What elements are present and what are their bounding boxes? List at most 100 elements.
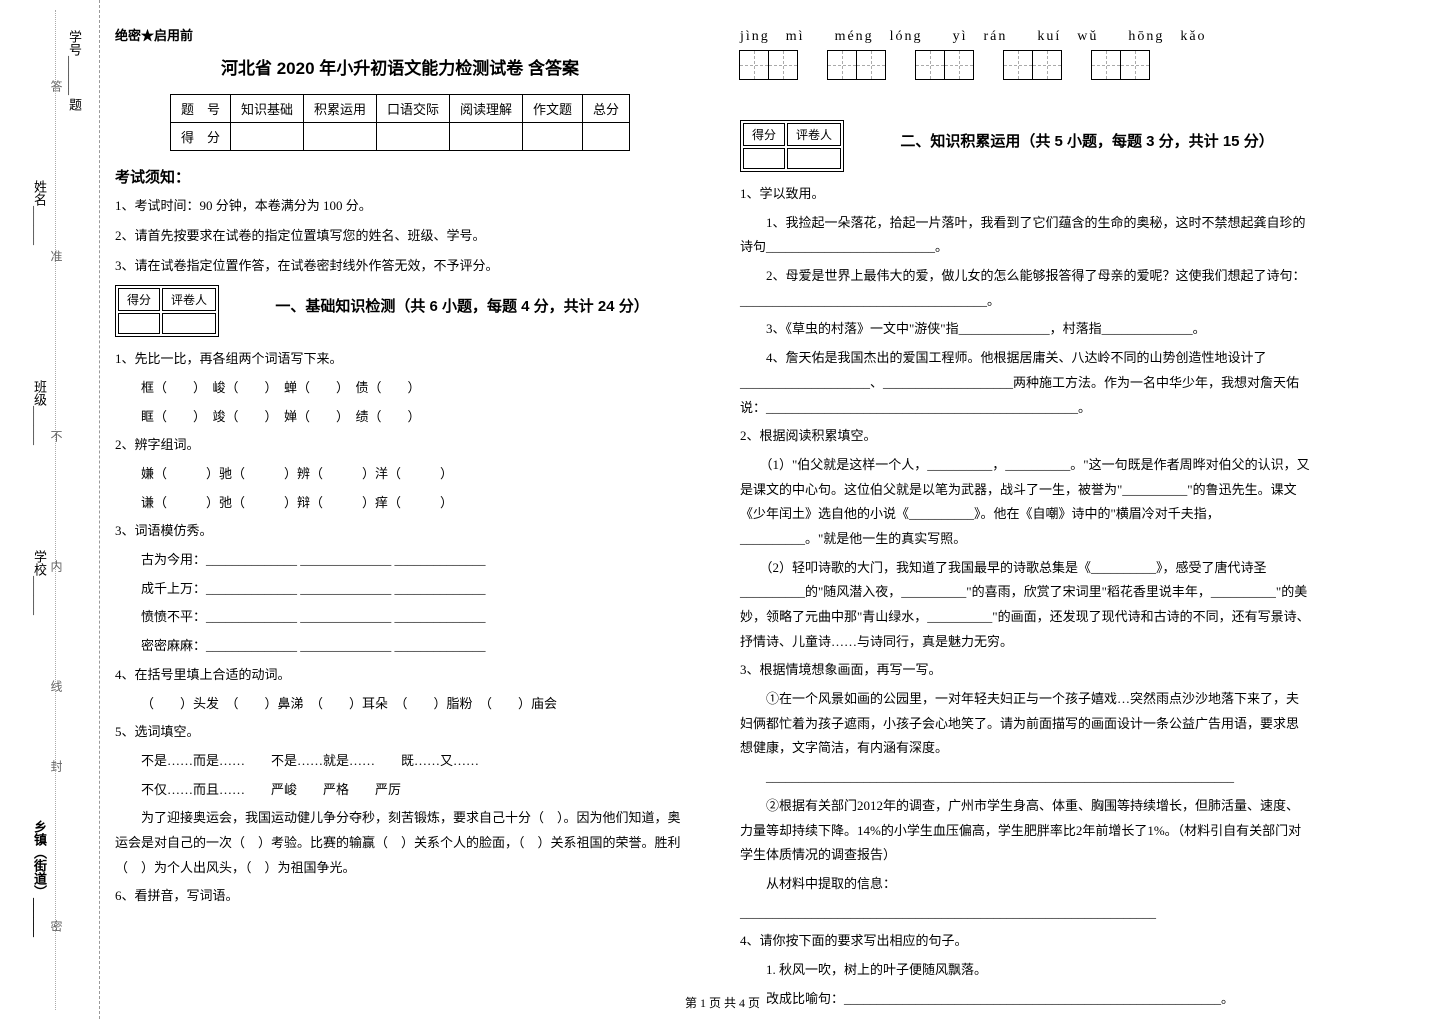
seal-word-2: 准 (48, 250, 65, 262)
s2-q2: 2、根据阅读积累填空。 (740, 424, 1310, 449)
q5-line: 不仅……而且…… 严峻 严格 严厉 (115, 778, 685, 803)
grader-row: 得分 评卷人 二、知识积累运用（共 5 小题，每题 3 分，共计 15 分） (740, 120, 1310, 177)
table-cell (230, 123, 303, 151)
q4-line: （ ）头发 （ ）鼻涕 （ ）耳朵 （ ）脂粉 （ ）庙会 (115, 692, 685, 717)
pinyin-group: hōng kǎo (1128, 25, 1206, 45)
s2-q4: 4、请你按下面的要求写出相应的句子。 (740, 929, 1310, 954)
left-column: 绝密★启用前 河北省 2020 年小升初语文能力检测试卷 含答案 题 号 知识基… (115, 25, 685, 913)
q2: 2、辨字组词。 (115, 433, 685, 458)
s2-q1-item: 2、母爱是世界上最伟大的爱，做儿女的怎么能够报答得了母亲的爱呢？这使我们想起了诗… (740, 264, 1310, 313)
q3-line: 愤愤不平：______________ ______________ _____… (115, 605, 685, 630)
pinyin-group: yì rán (953, 25, 1008, 45)
dotted-vertical-line (55, 10, 56, 1010)
score-table: 题 号 知识基础 积累运用 口语交际 阅读理解 作文题 总分 得 分 (170, 94, 630, 151)
seal-word-3: 不 (48, 430, 65, 442)
table-cell: 阅读理解 (450, 95, 523, 123)
page-number: 第 1 页 共 4 页 (685, 994, 760, 1011)
grader-person-label: 评卷人 (787, 123, 841, 146)
q1: 1、先比一比，再各组两个词语写下来。 (115, 347, 685, 372)
section-2-header: 二、知识积累运用（共 5 小题，每题 3 分，共计 15 分） (864, 130, 1310, 151)
pinyin-group: méng lóng (835, 25, 923, 45)
instructions-title: 考试须知： (115, 166, 685, 187)
right-column: jìng mì méng lóng yì rán kuí wǔ hōng kǎo… (740, 25, 1310, 1015)
q3-line: 成千上万：______________ ______________ _____… (115, 577, 685, 602)
s2-q3-item: ________________________________________… (740, 765, 1310, 790)
s2-q2-item: （1）"伯父就是这样一个人，__________，__________。"这一句… (740, 453, 1310, 552)
s2-q1: 1、学以致用。 (740, 182, 1310, 207)
grader-box: 得分 评卷人 (115, 285, 219, 337)
seal-word-5: 线 (48, 680, 65, 692)
q2-line: 嫌（ ）驰（ ）辨（ ）洋（ ） (115, 462, 685, 487)
q5-line: 不是……而是…… 不是……就是…… 既……又…… (115, 749, 685, 774)
tianzige-cell (739, 50, 769, 80)
table-cell: 总分 (583, 95, 630, 123)
confidential-label: 绝密★启用前 (115, 25, 685, 44)
exam-title: 河北省 2020 年小升初语文能力检测试卷 含答案 (115, 54, 685, 79)
s2-q3-item: ②根据有关部门2012年的调查，广州市学生身高、体重、胸围等持续增长，但肺活量、… (740, 794, 1310, 868)
tianzige-cell (768, 50, 798, 80)
pinyin-group: kuí wǔ (1037, 25, 1098, 45)
section-1-header: 一、基础知识检测（共 6 小题，每题 4 分，共计 24 分） (239, 295, 685, 316)
pinyin-group: jìng mì (740, 25, 805, 45)
table-cell (523, 123, 583, 151)
grader-score-label: 得分 (118, 288, 160, 311)
tianzige-row (740, 50, 1310, 80)
table-cell (450, 123, 523, 151)
table-cell: 积累运用 (303, 95, 376, 123)
q3-line: 古为今用：______________ ______________ _____… (115, 548, 685, 573)
seal-word-1: 答 (48, 80, 65, 92)
pinyin-row: jìng mì méng lóng yì rán kuí wǔ hōng kǎo (740, 25, 1310, 45)
table-cell (583, 123, 630, 151)
q1-line: 眶（ ） 竣（ ） 婵（ ） 绩（ ） (115, 405, 685, 430)
q2-line: 谦（ ）弛（ ）辩（ ）痒（ ） (115, 491, 685, 516)
tianzige-cell (1120, 50, 1150, 80)
tianzige-cell (915, 50, 945, 80)
q3: 3、词语模仿秀。 (115, 519, 685, 544)
tianzige-cell (1032, 50, 1062, 80)
seal-word-6: 封 (48, 760, 65, 772)
table-cell: 知识基础 (230, 95, 303, 123)
s2-q4-item: 1. 秋风一吹，树上的叶子便随风飘落。 (740, 958, 1310, 983)
table-cell: 题 号 (170, 95, 230, 123)
s2-q3-item: ________________________________________… (740, 901, 1310, 926)
table-cell (303, 123, 376, 151)
instruction-item: 1、考试时间：90 分钟，本卷满分为 100 分。 (115, 195, 685, 217)
instruction-item: 2、请首先按要求在试卷的指定位置填写您的姓名、班级、学号。 (115, 225, 685, 247)
tianzige-cell (856, 50, 886, 80)
table-cell: 作文题 (523, 95, 583, 123)
table-cell (376, 123, 449, 151)
s2-q1-item: 4、詹天佑是我国杰出的爱国工程师。他根据居庸关、八达岭不同的山势创造性地设计了_… (740, 346, 1310, 420)
instruction-item: 3、请在试卷指定位置作答，在试卷密封线外作答无效，不予评分。 (115, 255, 685, 277)
table-row: 题 号 知识基础 积累运用 口语交际 阅读理解 作文题 总分 (170, 95, 629, 123)
s2-q1-item: 3、《草虫的村落》一文中"游侠"指______________，村落指_____… (740, 317, 1310, 342)
grader-score-label: 得分 (743, 123, 785, 146)
table-row: 得 分 (170, 123, 629, 151)
binding-edge: 学号______ 题 姓名______ 班级______ 学校______ 乡镇… (0, 0, 100, 1019)
q3-line: 密密麻麻：______________ ______________ _____… (115, 634, 685, 659)
q1-line: 框（ ） 峻（ ） 蝉（ ） 债（ ） (115, 376, 685, 401)
q4: 4、在括号里填上合适的动词。 (115, 663, 685, 688)
seal-word-7: 密 (48, 920, 65, 932)
binding-township: 乡镇（街道）______ (30, 820, 49, 937)
binding-name: 姓名______ (30, 180, 49, 245)
q5: 5、选词填空。 (115, 720, 685, 745)
seal-word-4: 内 (48, 560, 65, 572)
binding-class: 班级______ (30, 380, 49, 445)
s2-q1-item: 1、我捡起一朵落花，拾起一片落叶，我看到了它们蕴含的生命的奥秘，这时不禁想起龚自… (740, 211, 1310, 260)
s2-q3-item: 从材料中提取的信息： (740, 872, 1310, 897)
s2-q4-item: 改成比喻句：__________________________________… (740, 987, 1310, 1012)
binding-student-id: 学号______ 题 (65, 30, 84, 111)
grader-row: 得分 评卷人 一、基础知识检测（共 6 小题，每题 4 分，共计 24 分） (115, 285, 685, 342)
q6: 6、看拼音，写词语。 (115, 884, 685, 909)
s2-q3-item: ①在一个风景如画的公园里，一对年轻夫妇正与一个孩子嬉戏…突然雨点沙沙地落下来了，… (740, 687, 1310, 761)
table-cell: 得 分 (170, 123, 230, 151)
table-cell: 口语交际 (376, 95, 449, 123)
tianzige-cell (827, 50, 857, 80)
tianzige-cell (1003, 50, 1033, 80)
grader-box: 得分 评卷人 (740, 120, 844, 172)
s2-q2-item: （2）轻叩诗歌的大门，我知道了我国最早的诗歌总集是《__________》，感受… (740, 556, 1310, 655)
tianzige-cell (944, 50, 974, 80)
s2-q3: 3、根据情境想象画面，再写一写。 (740, 658, 1310, 683)
binding-school: 学校______ (30, 550, 49, 615)
q5-line: 为了迎接奥运会，我国运动健儿争分夺秒，刻苦锻炼，要求自己十分（ ）。因为他们知道… (115, 806, 685, 880)
